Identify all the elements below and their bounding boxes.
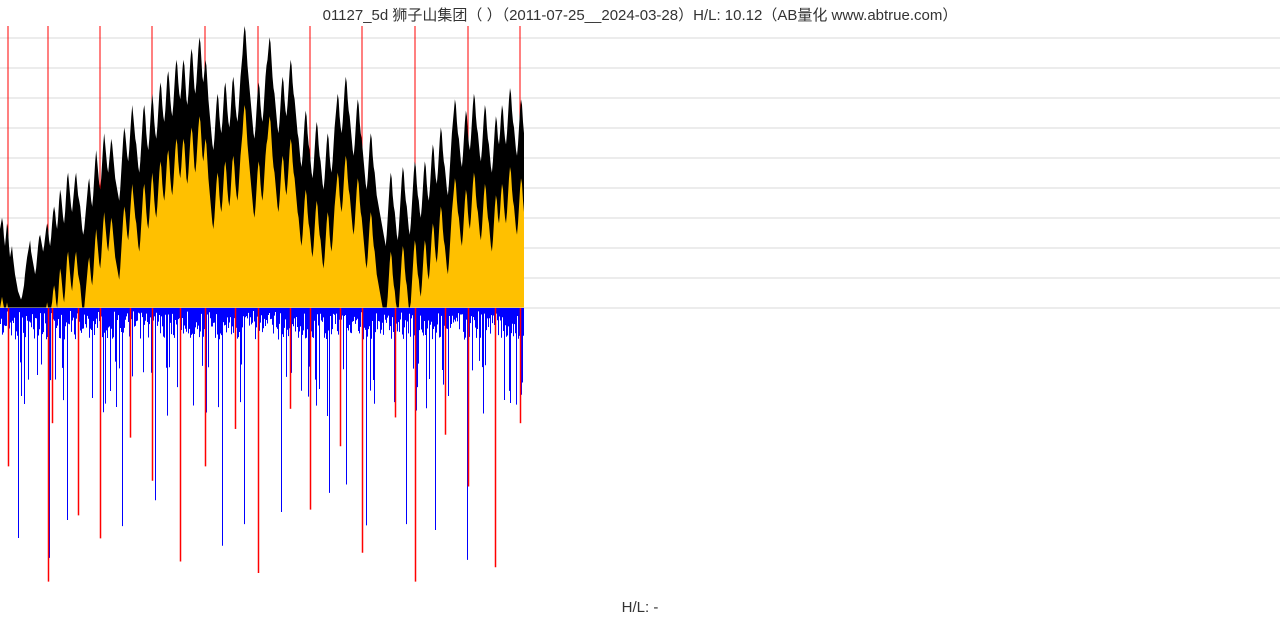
stock-chart: [0, 0, 1280, 620]
chart-footer: H/L: -: [0, 599, 1280, 616]
